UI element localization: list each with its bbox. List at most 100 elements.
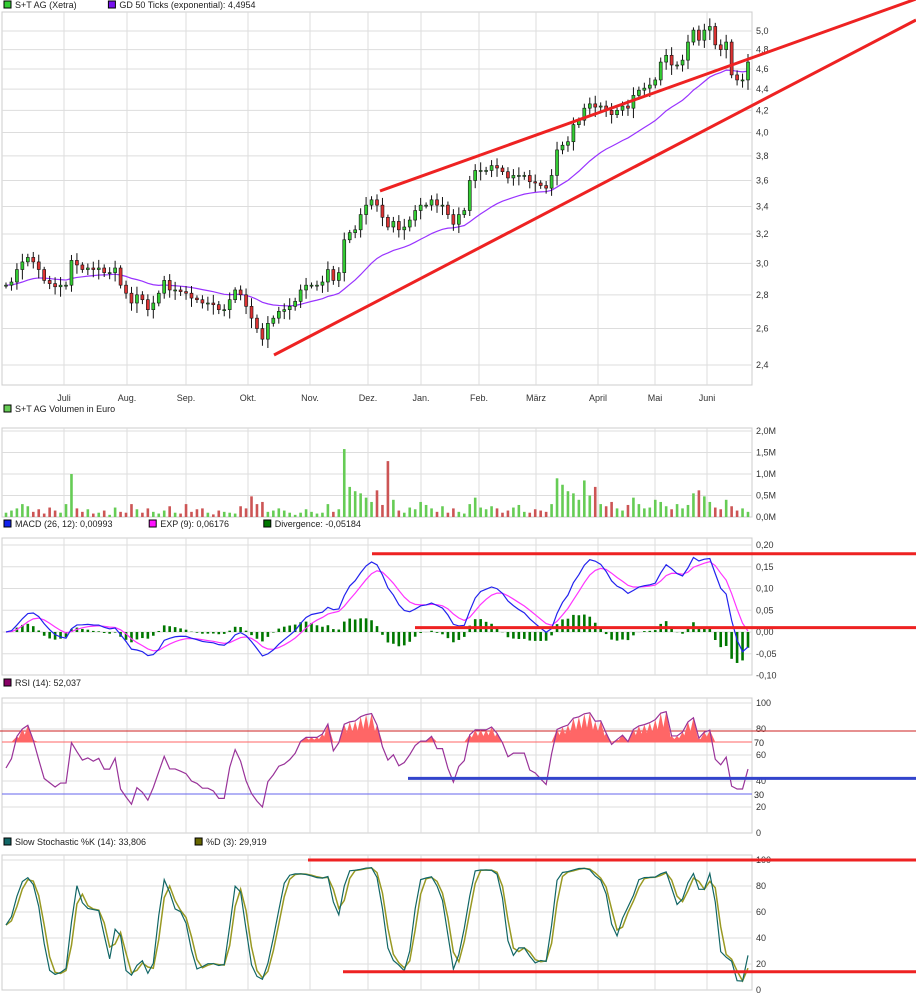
divergence-bar bbox=[272, 632, 275, 633]
volume-bar bbox=[392, 500, 395, 517]
divergence-bar bbox=[245, 631, 248, 632]
divergence-bar bbox=[747, 632, 750, 648]
volume-bar bbox=[54, 511, 57, 517]
volume-bar bbox=[670, 509, 673, 517]
candle-down bbox=[245, 295, 248, 307]
candle-up bbox=[643, 88, 646, 90]
volume-bar bbox=[736, 511, 739, 517]
candle-up bbox=[703, 30, 706, 40]
volume-bar bbox=[267, 512, 270, 517]
divergence-bar bbox=[136, 632, 139, 639]
volume-bar bbox=[81, 512, 84, 517]
candle-down bbox=[376, 200, 379, 205]
candle-down bbox=[730, 42, 733, 75]
divergence-bar bbox=[528, 632, 531, 641]
volume-bar bbox=[305, 509, 308, 517]
volume-bar bbox=[27, 506, 30, 517]
volume-bar bbox=[381, 505, 384, 517]
volume-bar bbox=[147, 508, 150, 517]
volume-bar bbox=[648, 508, 651, 517]
candle-down bbox=[736, 75, 739, 80]
candle-up bbox=[392, 221, 395, 227]
legend-label: S+T AG Volumen in Euro bbox=[15, 404, 115, 414]
candle-down bbox=[75, 260, 78, 265]
candle-up bbox=[15, 270, 18, 282]
volume-bar bbox=[496, 508, 499, 517]
divergence-bar bbox=[87, 630, 90, 632]
candle-down bbox=[119, 268, 122, 285]
candle-up bbox=[359, 215, 362, 230]
y-tick-label: 0,5M bbox=[756, 491, 776, 501]
volume-bar bbox=[256, 504, 259, 517]
volume-bar bbox=[561, 485, 564, 517]
candle-up bbox=[588, 104, 591, 108]
y-tick-label: 0,20 bbox=[756, 540, 774, 550]
candle-up bbox=[512, 175, 515, 178]
divergence-bar bbox=[507, 632, 510, 637]
candle-down bbox=[48, 280, 51, 283]
volume-bar bbox=[616, 508, 619, 517]
candle-up bbox=[425, 205, 428, 206]
volume-bar bbox=[136, 509, 139, 517]
candle-up bbox=[441, 205, 444, 206]
volume-bar bbox=[239, 506, 242, 517]
divergence-bar bbox=[583, 615, 586, 632]
volume-bar bbox=[539, 511, 542, 517]
candle-down bbox=[92, 268, 95, 270]
divergence-bar bbox=[588, 617, 591, 632]
legend-swatch bbox=[195, 838, 202, 845]
divergence-bar bbox=[321, 627, 324, 632]
candle-down bbox=[239, 290, 242, 295]
volume-bar bbox=[398, 511, 401, 517]
candle-up bbox=[403, 227, 406, 230]
divergence-bar bbox=[217, 632, 220, 634]
divergence-bar bbox=[141, 632, 144, 638]
candle-down bbox=[250, 306, 253, 318]
divergence-bar bbox=[168, 626, 171, 632]
divergence-bar bbox=[605, 632, 608, 634]
divergence-bar bbox=[108, 632, 111, 634]
candle-up bbox=[616, 110, 619, 114]
candle-up bbox=[681, 60, 684, 65]
y-tick-label: -0,10 bbox=[756, 671, 777, 681]
candle-up bbox=[365, 205, 368, 214]
volume-bar bbox=[654, 500, 657, 517]
x-tick-label-month: Aug. bbox=[118, 393, 137, 403]
candle-down bbox=[610, 110, 613, 114]
candle-up bbox=[523, 175, 526, 176]
volume-bar bbox=[185, 504, 188, 517]
divergence-bar bbox=[343, 622, 346, 632]
volume-bar bbox=[714, 508, 717, 517]
divergence-bar bbox=[621, 632, 624, 640]
candle-up bbox=[485, 170, 488, 171]
candle-down bbox=[168, 280, 171, 290]
volume-bar bbox=[59, 513, 62, 517]
volume-bar bbox=[594, 487, 597, 517]
rsi-oversold-label: 30 bbox=[754, 790, 764, 800]
volume-bar bbox=[403, 513, 406, 517]
x-tick-label-month: Mai bbox=[648, 393, 663, 403]
candle-down bbox=[714, 26, 717, 44]
candle-down bbox=[217, 305, 220, 310]
legend-swatch bbox=[108, 1, 115, 8]
volume-bar bbox=[87, 509, 90, 517]
volume-bar bbox=[583, 480, 586, 517]
candle-up bbox=[10, 282, 13, 285]
volume-bar bbox=[556, 478, 559, 517]
volume-bar bbox=[599, 504, 602, 517]
candle-up bbox=[348, 233, 351, 240]
divergence-bar bbox=[430, 631, 433, 632]
divergence-bar bbox=[234, 627, 237, 632]
volume-bar bbox=[567, 491, 570, 517]
divergence-bar bbox=[447, 632, 450, 638]
divergence-bar bbox=[681, 632, 684, 634]
rsi-panel bbox=[2, 698, 752, 833]
divergence-bar bbox=[359, 618, 362, 632]
divergence-bar bbox=[436, 632, 439, 633]
divergence-bar bbox=[463, 632, 466, 637]
volume-bar bbox=[698, 490, 701, 517]
y-tick-label: 0,10 bbox=[756, 584, 774, 594]
candle-up bbox=[479, 170, 482, 171]
candle-down bbox=[195, 298, 198, 300]
volume-bar bbox=[5, 513, 8, 517]
